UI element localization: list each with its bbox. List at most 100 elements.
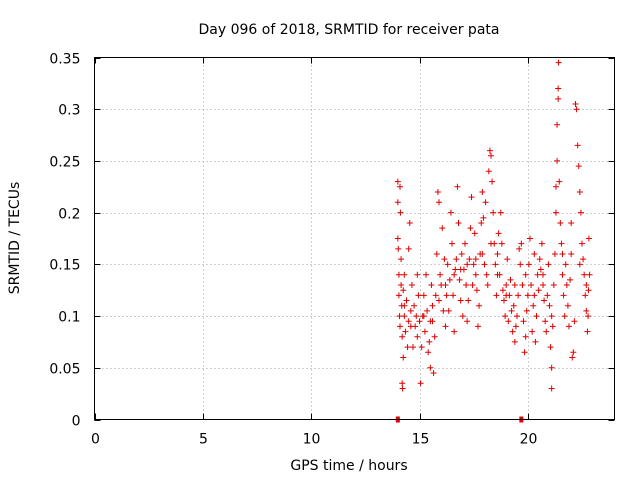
data-point: [411, 302, 418, 309]
data-point: [548, 385, 555, 392]
data-point: [451, 271, 458, 278]
data-point: [514, 313, 520, 320]
data-point: [572, 101, 579, 108]
data-point: [544, 292, 551, 299]
data-point: [531, 251, 538, 258]
data-point: [436, 199, 442, 206]
data-point: [518, 240, 525, 247]
data-point: [395, 292, 402, 299]
data-point: [562, 261, 569, 268]
data-point: [423, 271, 429, 278]
data-point: [492, 261, 499, 268]
data-point: [394, 178, 401, 185]
data-point: [535, 287, 542, 294]
data-point: [517, 261, 524, 268]
data-point: [478, 219, 485, 226]
y-tick-label: 0.05: [49, 362, 80, 378]
grid: [94, 57, 615, 420]
data-point: [446, 276, 453, 283]
x-tick-label: 10: [303, 432, 321, 448]
data-point: [584, 328, 591, 335]
data-point: [418, 344, 425, 351]
data-point: [484, 282, 491, 289]
data-point: [464, 261, 471, 268]
data-point: [397, 209, 404, 216]
data-point: [550, 282, 557, 289]
data-point: [402, 328, 409, 335]
data-point: [434, 188, 441, 195]
data-point: [534, 271, 541, 278]
data-point: [441, 256, 448, 263]
data-point: [576, 261, 583, 268]
data-point: [503, 292, 510, 299]
data-point: [472, 271, 479, 278]
data-point: [528, 282, 535, 289]
data-point: [457, 297, 464, 304]
data-point: [459, 313, 466, 320]
data-point: [449, 240, 455, 247]
y-tick-label: 0.35: [49, 52, 80, 68]
data-point: [398, 282, 405, 289]
data-point: [437, 271, 444, 278]
data-point: [454, 183, 461, 190]
data-point: [549, 323, 556, 330]
data-point: [458, 251, 465, 258]
data-point: [555, 59, 562, 66]
data-point: [494, 271, 501, 278]
data-point: [486, 147, 493, 154]
data-point: [420, 313, 427, 320]
data-point: [521, 349, 528, 356]
data-point: [495, 230, 502, 237]
data-point: [499, 287, 506, 294]
x-axis-ticks: 0 5 10 15 20: [91, 57, 537, 448]
data-point: [509, 328, 516, 335]
chart-title: Day 096 of 2018, SRMTID for receiver pat…: [199, 22, 500, 38]
data-point: [417, 380, 424, 387]
data-point: [415, 292, 422, 299]
data-point: [397, 183, 403, 190]
data-point: [553, 209, 559, 216]
data-point: [404, 344, 411, 351]
data-point: [568, 251, 575, 258]
data-point: [507, 276, 514, 283]
data-point: [582, 292, 589, 299]
data-point: [398, 256, 405, 263]
data-point: [542, 318, 549, 325]
data-point: [568, 219, 575, 226]
data-point: [476, 302, 483, 309]
data-point: [463, 282, 470, 289]
data-point: [462, 240, 468, 247]
data-point: [545, 261, 552, 268]
data-point: [576, 188, 583, 195]
y-tick-label: 0.15: [49, 258, 80, 274]
data-point: [531, 292, 538, 299]
data-point: [494, 251, 501, 258]
data-point: [497, 209, 504, 216]
data-point: [555, 95, 562, 102]
data-point: [407, 307, 414, 314]
data-point: [574, 142, 581, 149]
data-point: [529, 328, 536, 335]
data-point: [485, 168, 492, 175]
data-point: [450, 292, 457, 299]
data-point: [560, 292, 567, 299]
data-point: [425, 349, 432, 356]
data-point: [429, 318, 436, 325]
data-point: [520, 318, 527, 325]
data-point: [553, 183, 559, 190]
data-point: [548, 313, 555, 320]
data-point: [475, 323, 481, 330]
data-point: [502, 313, 509, 320]
data-point: [466, 256, 473, 263]
data-point: [527, 235, 533, 242]
data-point: [540, 271, 546, 278]
data-point: [583, 282, 590, 289]
data-point: [468, 194, 475, 201]
data-point: [586, 271, 593, 278]
data-point: [467, 225, 474, 232]
data-point: [479, 251, 486, 258]
data-point: [469, 282, 476, 289]
data-point: [546, 302, 553, 309]
data-point: [455, 219, 462, 226]
data-point: [563, 282, 570, 289]
